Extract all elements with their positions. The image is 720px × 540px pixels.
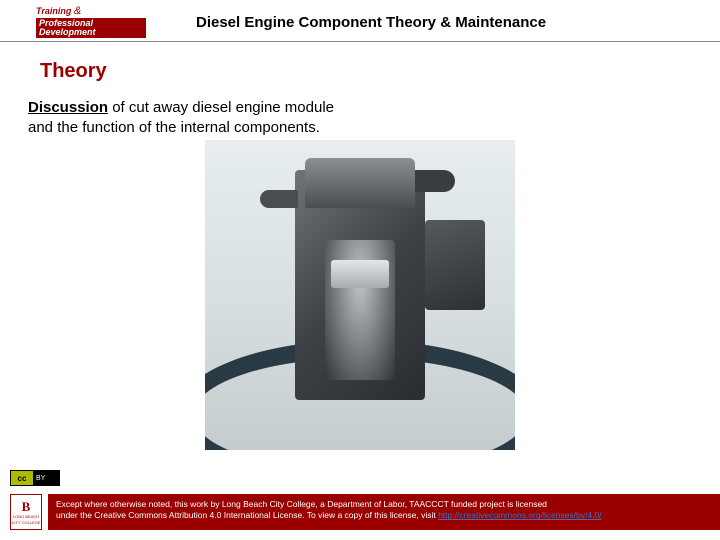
body-line1: of cut away diesel engine module: [108, 99, 334, 116]
cc-icon: cc: [11, 471, 33, 485]
body-paragraph: Discussion of cut away diesel engine mod…: [28, 98, 408, 137]
intake-pipe: [260, 190, 298, 208]
lbcc-logo: B LONG BEACH CITY COLLEGE: [10, 494, 42, 530]
logo-ampersand: &: [74, 5, 81, 17]
logo-prof-dev-text: Professional Development: [36, 18, 146, 38]
cc-license-badge: cc BY: [10, 470, 60, 486]
piston-head: [331, 260, 389, 288]
page-title: Diesel Engine Component Theory & Mainten…: [196, 14, 546, 31]
lbcc-logo-letter: B: [22, 500, 31, 513]
engine-cutaway-photo: [205, 140, 515, 450]
footer-line1: Except where otherwise noted, this work …: [56, 499, 547, 509]
lbcc-logo-text1: LONG BEACH: [13, 515, 39, 519]
footer-line2a: under the Creative Commons Attribution 4…: [56, 510, 438, 520]
exhaust-pipe: [415, 170, 455, 192]
section-heading: Theory: [40, 60, 107, 83]
cc-by-text: BY: [33, 475, 45, 482]
training-logo: Training & Professional Development: [36, 6, 146, 38]
lbcc-logo-text2: CITY COLLEGE: [11, 521, 40, 525]
logo-training-text: Training: [36, 6, 71, 16]
engine-cylinder-head: [305, 158, 415, 208]
engine-side-component: [425, 220, 485, 310]
body-lead-word: Discussion: [28, 99, 108, 116]
body-line2: and the function of the internal compone…: [28, 119, 320, 136]
license-link[interactable]: http://creativecommons.org/licenses/by/4…: [438, 510, 601, 520]
header-bar: Training & Professional Development Dies…: [0, 0, 720, 42]
license-footer: Except where otherwise noted, this work …: [48, 494, 720, 530]
